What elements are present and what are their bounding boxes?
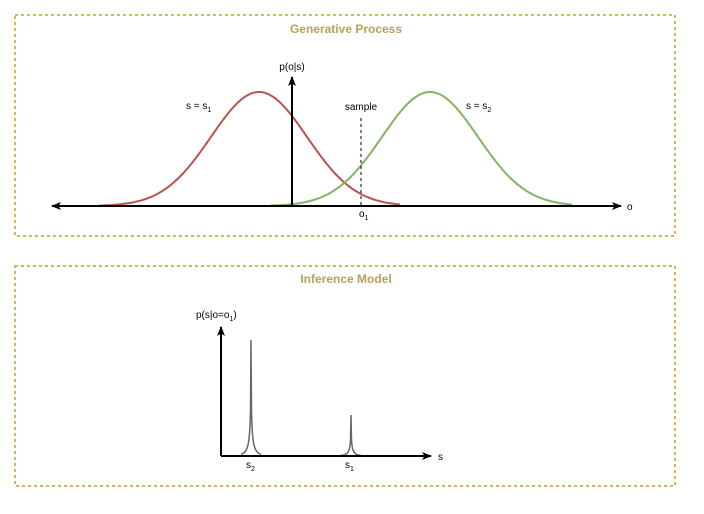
inference-panel-border: [14, 265, 676, 487]
observation-o1-base: o: [359, 209, 365, 220]
p-s-given-o-axis-label: p(s|o=o1): [196, 310, 237, 323]
tick-s2-label: s2: [246, 460, 255, 473]
tick-s2-base: s: [246, 460, 251, 471]
tick-s1-sub: 1: [350, 466, 354, 473]
curve-s1-label: s = s1: [186, 101, 211, 114]
inference-panel-title: Inference Model: [300, 272, 391, 286]
curve-s2: [269, 90, 573, 207]
generative-panel-title: Generative Process: [290, 22, 402, 36]
observation-o1-label: o1: [359, 209, 369, 222]
tick-s2-sub: 2: [251, 466, 255, 473]
o-axis-label: o: [627, 202, 633, 213]
curve-s1: [100, 91, 401, 207]
posterior-spike-s2: [240, 339, 262, 456]
curve-s2-label-base: s = s: [466, 101, 487, 112]
inference-model-panel: Inference Model p(s|o=o1) s s2 s1: [14, 265, 676, 487]
p-o-given-s-axis-label: p(o|s): [279, 62, 304, 73]
s-axis-label: s: [438, 452, 443, 463]
curve-s1-label-sub: 1: [207, 107, 211, 114]
sample-label: sample: [345, 102, 378, 113]
curve-s2-label: s = s2: [466, 101, 491, 114]
curve-s2-label-sub: 2: [487, 107, 491, 114]
tick-s1-label: s1: [345, 460, 354, 473]
tick-s1-base: s: [345, 460, 350, 471]
generative-process-panel: Generative Process p(o|s) o s = s1 s = s…: [14, 14, 676, 237]
p-s-given-o-suffix: ): [233, 310, 236, 321]
p-s-given-o-sub: 1: [229, 316, 233, 323]
posterior-spike-s1: [340, 414, 362, 457]
p-s-given-o-prefix: p(s|o=o: [196, 310, 230, 321]
observation-o1-sub: 1: [365, 215, 369, 222]
curve-s1-label-base: s = s: [186, 101, 207, 112]
generative-panel-border: [14, 14, 676, 237]
